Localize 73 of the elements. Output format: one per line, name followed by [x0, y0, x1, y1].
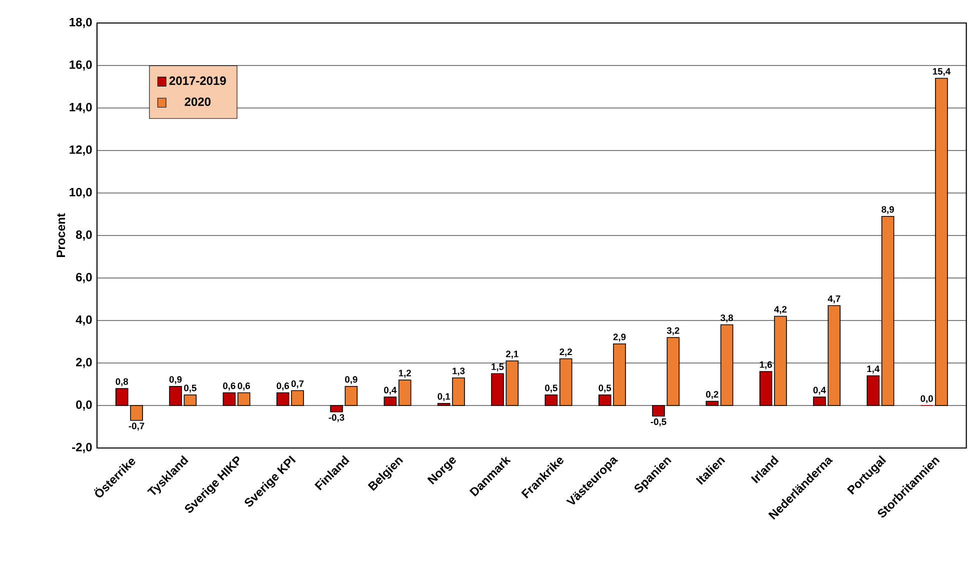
- data-label: 8,9: [882, 206, 894, 214]
- bar: [666, 337, 680, 406]
- bar: [559, 358, 572, 406]
- data-label: -0,7: [128, 422, 144, 431]
- bar: [706, 400, 719, 406]
- y-tick-label: -2,0: [72, 442, 92, 454]
- legend-label: 2020: [184, 97, 211, 106]
- data-label: 0,7: [291, 380, 304, 388]
- y-tick-label: 6,0: [76, 272, 92, 284]
- data-label: 1,6: [760, 361, 772, 370]
- y-tick-label: 2,0: [76, 358, 92, 368]
- data-label: 0,5: [184, 384, 196, 393]
- y-axis-title: Procent: [56, 213, 66, 258]
- data-label: 2,1: [506, 350, 518, 359]
- bar: [935, 78, 948, 406]
- bar: [491, 373, 504, 406]
- data-label: 0,1: [438, 393, 450, 402]
- bar: [330, 405, 343, 412]
- data-label: 2,9: [613, 334, 626, 342]
- bar: [237, 392, 250, 406]
- data-label: -0,5: [650, 418, 666, 426]
- data-label: 2,2: [560, 348, 572, 356]
- y-tick-label: 4,0: [76, 315, 92, 326]
- bar: [613, 343, 626, 406]
- bar: [759, 371, 772, 406]
- data-label: 0,4: [384, 386, 397, 395]
- data-label: 1,4: [867, 366, 880, 374]
- bar: [506, 360, 519, 406]
- y-tick-label: 12,0: [70, 145, 92, 156]
- bar: [184, 394, 197, 406]
- bar: [437, 402, 450, 406]
- bar: [222, 392, 236, 406]
- bar: [398, 380, 412, 406]
- bar: [452, 377, 465, 406]
- data-label: 0,9: [345, 376, 358, 384]
- y-tick-label: 14,0: [70, 102, 92, 114]
- y-tick-label: 16,0: [70, 60, 92, 71]
- data-label: 4,7: [828, 295, 840, 304]
- data-label: 0,9: [169, 376, 182, 384]
- data-label: 0,6: [223, 382, 236, 390]
- data-label: 15,4: [932, 68, 951, 76]
- bar: [881, 216, 894, 406]
- bar: [169, 386, 182, 406]
- bar: [813, 396, 826, 406]
- legend-label: 2017-2019: [169, 76, 226, 85]
- data-label: 1,2: [398, 370, 411, 378]
- data-label: 0,2: [706, 391, 718, 399]
- data-label: 0,6: [276, 382, 290, 390]
- bar: [720, 324, 734, 406]
- data-label: 0,8: [116, 378, 128, 386]
- y-tick-label: 18,0: [70, 18, 92, 28]
- data-label: 0,6: [238, 382, 250, 390]
- data-label: 1,3: [452, 368, 465, 376]
- data-label: 0,5: [598, 384, 612, 393]
- data-label: 0,0: [920, 395, 933, 404]
- data-label: 0,4: [813, 386, 826, 395]
- data-label: 1,5: [492, 363, 504, 372]
- bar: [598, 394, 612, 406]
- bar: [828, 305, 841, 406]
- bar: [866, 375, 880, 406]
- data-label: 3,2: [666, 327, 680, 336]
- y-tick-label: 0,0: [76, 400, 92, 411]
- data-label: 3,8: [720, 314, 734, 322]
- bar: [384, 396, 397, 406]
- bar: [344, 386, 358, 406]
- bar: [774, 316, 787, 406]
- y-tick-label: 8,0: [76, 230, 92, 241]
- y-tick-label: 10,0: [70, 188, 92, 198]
- data-label: 0,5: [545, 384, 558, 393]
- bar: [544, 394, 558, 406]
- data-label: 4,2: [774, 306, 787, 314]
- bar: [652, 405, 665, 417]
- data-label: -0,3: [328, 414, 344, 422]
